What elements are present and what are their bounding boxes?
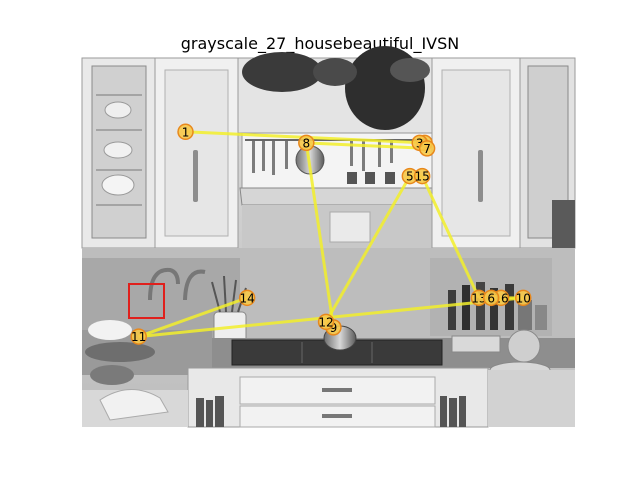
fixation-label: 13 [471,291,486,305]
scanpath-segment [304,142,335,328]
fixation-label: 9 [330,321,338,335]
fixation-marker: 12 [317,313,335,331]
fixation-label: 15 [415,170,430,184]
cabinet-handle [193,150,198,202]
towel [99,389,169,421]
fixation-label: 3 [416,136,424,150]
hanging-pot-left [242,52,322,92]
fixation-dot [317,313,335,331]
fixations: 1235789101112131415166 [130,123,532,345]
fixation-marker: 1 [177,123,194,141]
fixation-dot [482,289,500,307]
fixation-label: 11 [131,330,146,344]
fixation-label: 10 [516,291,531,305]
fixation-dot [177,123,194,141]
kitchen-photo [81,46,576,428]
cookbooks [196,396,466,427]
fixation-label: 14 [240,291,255,305]
fixation-label: 12 [318,315,333,329]
fixation-marker: 11 [130,328,147,345]
bottles [448,282,547,330]
fixation-dot [418,140,436,157]
range-hood [239,187,435,206]
fixation-dot [130,328,147,345]
fixation-dot [413,167,431,185]
fixation-marker: 13 [470,289,488,307]
fixation-label: 1 [182,125,190,139]
fixation-marker: 6 [482,289,500,307]
scanpath-segment [138,296,248,339]
fixation-label: 8 [302,136,310,150]
scanpath-segment [420,175,481,299]
fixation-dot [298,134,315,152]
fixation-marker: 10 [514,289,532,307]
fixation-marker: 15 [413,167,431,185]
target-box [128,283,165,319]
fixation-label: 6 [487,291,495,305]
fixation-dot [514,289,532,307]
fixation-dot [238,289,256,307]
fixation-marker: 7 [418,140,436,157]
fixation-label: 7 [423,142,431,156]
scanpath-segment [306,141,428,150]
fixation-marker: 14 [238,289,256,307]
scanpath-segment [324,175,412,323]
fixation-marker: 8 [298,134,315,152]
fixation-label: 5 [406,170,414,184]
